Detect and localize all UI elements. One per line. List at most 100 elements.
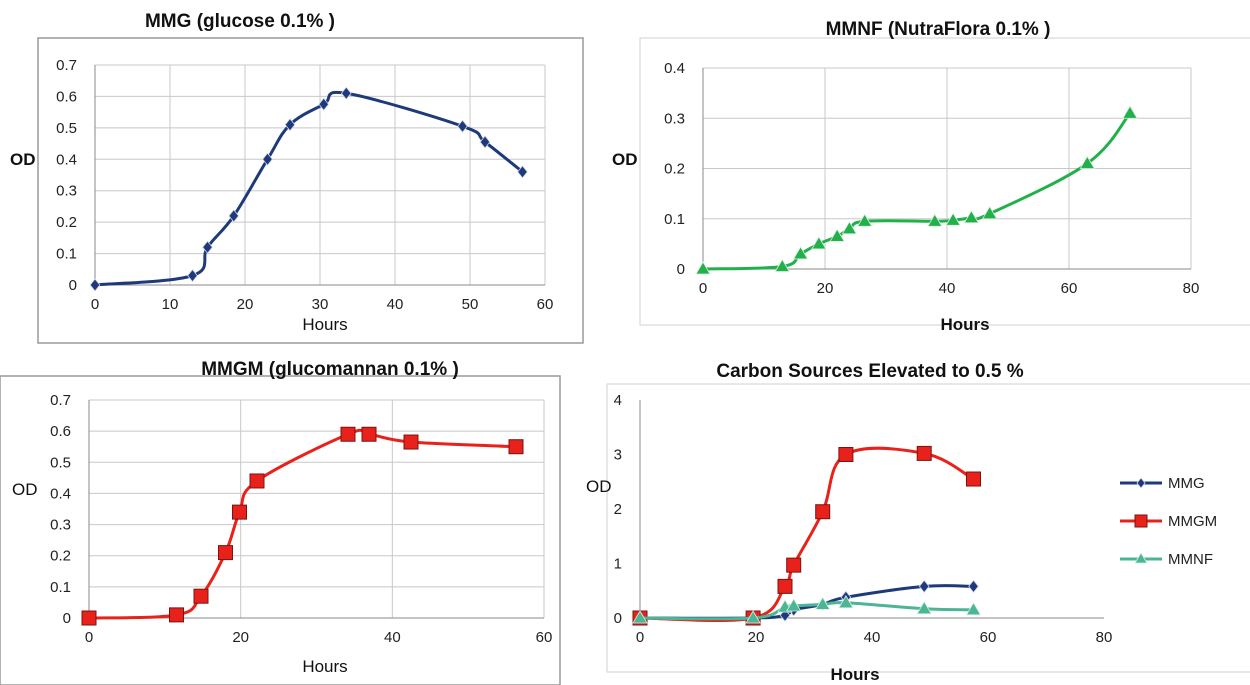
x-tick-label: 60 [536,629,553,646]
series-1 [81,426,524,626]
legend-label: MMNF [1168,551,1213,568]
legend-label: MMGM [1168,513,1217,530]
series-1 [89,86,528,292]
data-point-square [218,545,233,561]
series-line [702,112,1132,271]
series-1 [695,105,1138,275]
data-point-square [916,445,932,461]
chart-1: 0 0.1 0.2 0.3 0.4 0.5 0.6 0.7 0 10 20 30 40 50 60 MMG (… [10,11,584,344]
x-axis-label: Hours [940,315,989,334]
data-point-triangle [1079,155,1095,169]
y-tick-label: 0.7 [56,57,77,74]
chart-frame [0,375,561,685]
data-point-diamond [779,608,791,622]
data-point-square [361,426,377,442]
y-tick-label: 0.4 [664,60,685,77]
data-point-diamond [340,86,352,100]
data-point-triangle [963,209,980,224]
data-point-square [815,504,831,520]
data-point-triangle [927,213,943,227]
y-tick-label: 2 [614,501,622,518]
data-point-square [777,578,793,594]
data-point-triangle [1122,105,1138,119]
data-point-triangle [745,610,761,624]
data-point-triangle [945,212,961,226]
y-tick-label: 0.1 [50,579,71,596]
x-tick-label: 60 [1061,280,1078,297]
data-point-diamond [89,278,101,292]
data-point-triangle [811,236,827,250]
data-point-triangle [916,600,932,615]
y-tick-label: 0.4 [50,485,71,502]
data-point-diamond [1136,477,1146,489]
data-point-diamond [918,579,930,594]
series-line [88,428,517,620]
chart-title: Carbon Sources Elevated to 0.5 % [716,361,1023,382]
legend-label: MMG [1168,475,1205,492]
data-point-square [81,610,97,626]
y-tick-label: 0.3 [664,110,685,127]
chart-3: 0 0.1 0.2 0.3 0.4 0.5 0.6 0.7 0 20 40 60 MMGM (gluco… [0,359,561,685]
chart-2: 0 0.1 0.2 0.3 0.4 0 20 40 60 80 MMNF (NutraFlora 0… [612,19,1250,334]
chart-title: MMGM (glucomannan 0.1% ) [201,359,459,380]
x-tick-label: 20 [817,280,834,297]
y-tick-label: 0.6 [56,88,77,105]
x-tick-label: 0 [91,296,99,313]
x-axis-label: Hours [302,315,347,334]
data-point-triangle [829,228,845,242]
y-tick-label: 0 [614,610,622,627]
x-tick-label: 80 [1096,629,1113,646]
x-tick-label: 0 [636,629,644,646]
chart-frame [606,383,1250,673]
data-point-square [193,588,209,604]
x-tick-label: 40 [939,280,956,297]
x-tick-label: 40 [387,296,404,313]
data-point-diamond [968,579,979,594]
data-point-triangle [841,221,858,235]
data-point-square [508,439,524,455]
series-line [639,446,975,623]
x-tick-label: 0 [699,280,707,297]
data-point-triangle [774,258,790,272]
y-tick-label: 3 [614,447,622,464]
data-point-square [232,504,247,520]
y-tick-label: 0.2 [664,161,685,178]
y-tick-label: 0.3 [50,517,71,534]
x-tick-label: 20 [232,629,249,646]
y-tick-label: 0.1 [56,246,77,263]
x-tick-label: 20 [237,296,254,313]
data-point-square [403,434,419,450]
y-tick-label: 0.6 [50,423,71,440]
y-tick-label: 0.5 [56,120,77,137]
data-point-square [1134,514,1148,528]
data-point-square [169,607,184,623]
data-point-square [249,473,265,489]
x-tick-label: 50 [462,296,479,313]
y-tick-label: 0.4 [56,151,77,168]
y-tick-label: 0.2 [56,214,77,231]
y-tick-label: 4 [614,392,622,409]
data-point-diamond [202,240,213,254]
data-point-square [966,471,981,487]
data-point-triangle [815,596,831,610]
data-point-square [340,426,356,442]
y-axis-label: OD [612,150,638,169]
data-point-diamond [262,152,273,166]
y-axis-label: OD [10,150,36,169]
series-line [94,90,524,287]
data-point-diamond [517,165,528,179]
x-tick-label: 60 [537,296,554,313]
x-axis-label: Hours [302,657,347,676]
data-point-square [838,447,854,462]
data-point-triangle [965,602,982,616]
y-tick-label: 0.5 [50,454,71,471]
y-tick-label: 0 [69,277,77,294]
series-mmnf [632,594,982,624]
x-tick-label: 40 [384,629,401,646]
data-point-diamond [457,119,468,133]
y-tick-label: 0.3 [56,183,77,200]
y-axis-label: OD [12,480,38,499]
data-point-triangle [1134,552,1148,564]
